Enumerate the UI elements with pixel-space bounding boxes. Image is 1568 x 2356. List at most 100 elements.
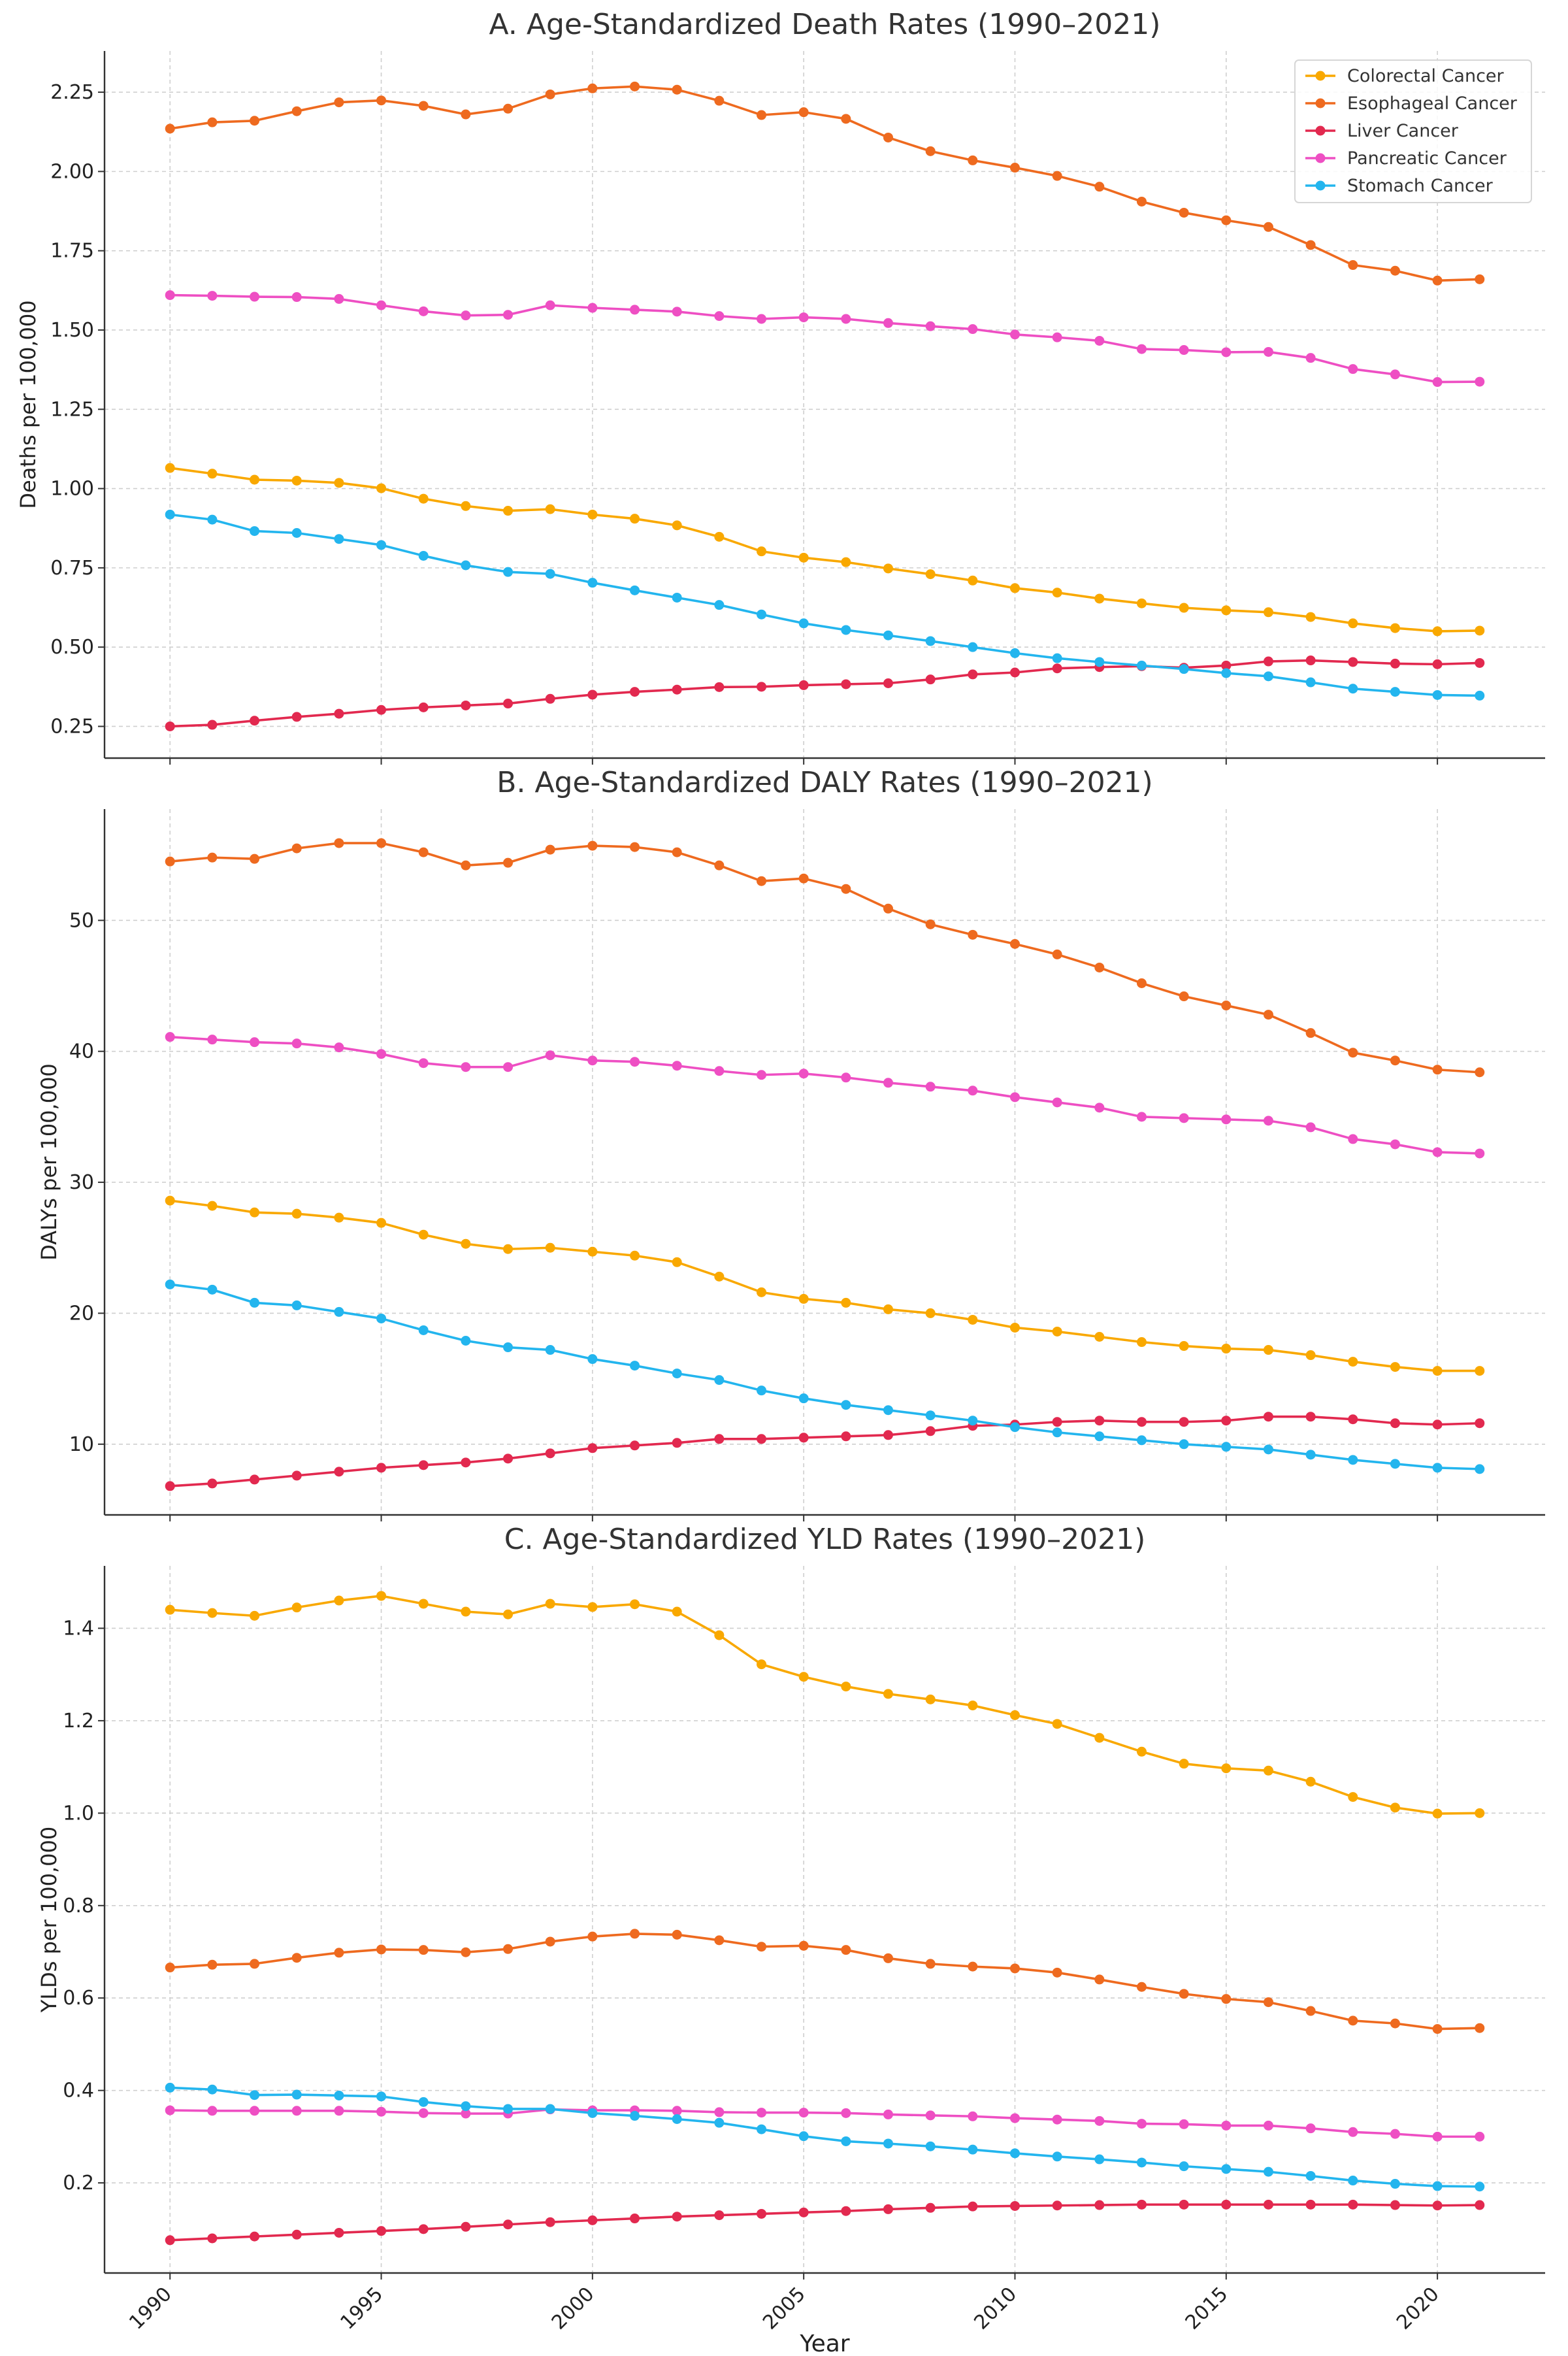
- legend-swatch-marker: [1315, 180, 1326, 191]
- data-point: [1052, 1967, 1062, 1978]
- y-tick-label: 0.6: [63, 1987, 94, 2010]
- data-point: [841, 2206, 851, 2216]
- data-point: [1052, 653, 1062, 663]
- data-point: [250, 291, 260, 302]
- data-point: [1136, 1417, 1147, 1427]
- data-point: [1009, 1422, 1020, 1433]
- series-3: [165, 1032, 1485, 1159]
- y-tick-label: 40: [69, 1040, 94, 1063]
- data-point: [461, 700, 471, 710]
- data-point: [334, 1042, 344, 1053]
- data-point: [1136, 978, 1147, 988]
- data-point: [1390, 1362, 1400, 1372]
- data-point: [883, 1405, 893, 1416]
- data-point: [250, 854, 260, 864]
- x-tick-label: 2005: [759, 2283, 810, 2334]
- data-point: [1432, 626, 1443, 637]
- data-point: [545, 1599, 555, 1609]
- data-point: [841, 1072, 851, 1083]
- data-point: [1221, 605, 1232, 616]
- chart-title: A. Age-Standardized Death Rates (1990–20…: [489, 8, 1161, 41]
- data-point: [757, 1659, 767, 1670]
- data-point: [1432, 2200, 1443, 2211]
- data-point: [757, 876, 767, 886]
- data-point: [1221, 1416, 1232, 1426]
- data-point: [461, 1457, 471, 1468]
- data-point: [1094, 2115, 1105, 2126]
- data-point: [376, 705, 387, 715]
- data-point: [1009, 163, 1020, 173]
- data-point: [291, 1602, 302, 1613]
- data-point: [503, 2219, 514, 2230]
- data-point: [1305, 1776, 1316, 1787]
- data-point: [1390, 1418, 1400, 1429]
- series-line: [170, 2203, 1480, 2242]
- data-point: [1263, 1412, 1273, 1422]
- data-point: [1221, 1001, 1232, 1011]
- data-point: [250, 2231, 260, 2242]
- data-point: [757, 1385, 767, 1396]
- data-point: [968, 642, 978, 652]
- data-point: [1305, 353, 1316, 363]
- data-point: [1475, 376, 1485, 387]
- data-point: [376, 2106, 387, 2117]
- data-point: [1432, 2131, 1443, 2142]
- data-point: [714, 1434, 725, 1444]
- data-point: [1263, 2120, 1273, 2131]
- series-4: [165, 509, 1485, 701]
- data-point: [250, 716, 260, 726]
- data-point: [418, 1945, 429, 1955]
- data-point: [714, 1375, 725, 1385]
- data-point: [1009, 329, 1020, 340]
- data-point: [968, 1416, 978, 1426]
- data-point: [968, 2144, 978, 2155]
- data-point: [376, 483, 387, 493]
- data-point: [376, 838, 387, 848]
- data-point: [798, 107, 809, 118]
- data-point: [672, 1438, 682, 1448]
- data-point: [545, 844, 555, 855]
- data-point: [925, 1426, 936, 1436]
- data-point: [207, 1478, 218, 1489]
- data-point: [1348, 684, 1358, 694]
- chart-title: B. Age-Standardized DALY Rates (1990–202…: [497, 766, 1152, 799]
- data-point: [630, 1250, 640, 1261]
- data-point: [968, 1961, 978, 1972]
- data-point: [1475, 625, 1485, 636]
- data-point: [757, 1942, 767, 1952]
- data-point: [1432, 1463, 1443, 1473]
- y-tick-label: 1.50: [50, 319, 94, 342]
- data-point: [503, 567, 514, 577]
- data-point: [503, 1342, 514, 1353]
- data-point: [587, 2215, 598, 2225]
- legend-box: [1294, 59, 1532, 203]
- data-point: [1136, 1112, 1147, 1122]
- data-point: [207, 852, 218, 863]
- data-point: [757, 2208, 767, 2219]
- data-point: [545, 1242, 555, 1253]
- data-point: [883, 318, 893, 328]
- series-line: [170, 659, 1480, 728]
- series-4: [165, 1279, 1485, 1474]
- data-point: [291, 1953, 302, 1963]
- x-axis-label: Year: [799, 2331, 849, 2353]
- data-point: [841, 1297, 851, 1308]
- data-point: [1094, 1331, 1105, 1342]
- y-tick-label: 1.0: [63, 1802, 94, 1825]
- legend-label: Stomach Cancer: [1347, 176, 1494, 196]
- data-point: [334, 2090, 344, 2100]
- data-point: [1221, 1994, 1232, 2004]
- data-point: [1305, 655, 1316, 666]
- data-point: [1305, 2199, 1316, 2210]
- y-tick-label: 20: [69, 1302, 94, 1325]
- data-point: [165, 124, 175, 134]
- data-point: [418, 2224, 429, 2234]
- data-point: [1052, 588, 1062, 598]
- series-0: [165, 1195, 1485, 1376]
- data-point: [503, 699, 514, 709]
- data-point: [461, 1606, 471, 1617]
- y-tick-label: 2.25: [50, 81, 94, 104]
- series-line: [170, 293, 1480, 384]
- data-point: [1136, 1337, 1147, 1348]
